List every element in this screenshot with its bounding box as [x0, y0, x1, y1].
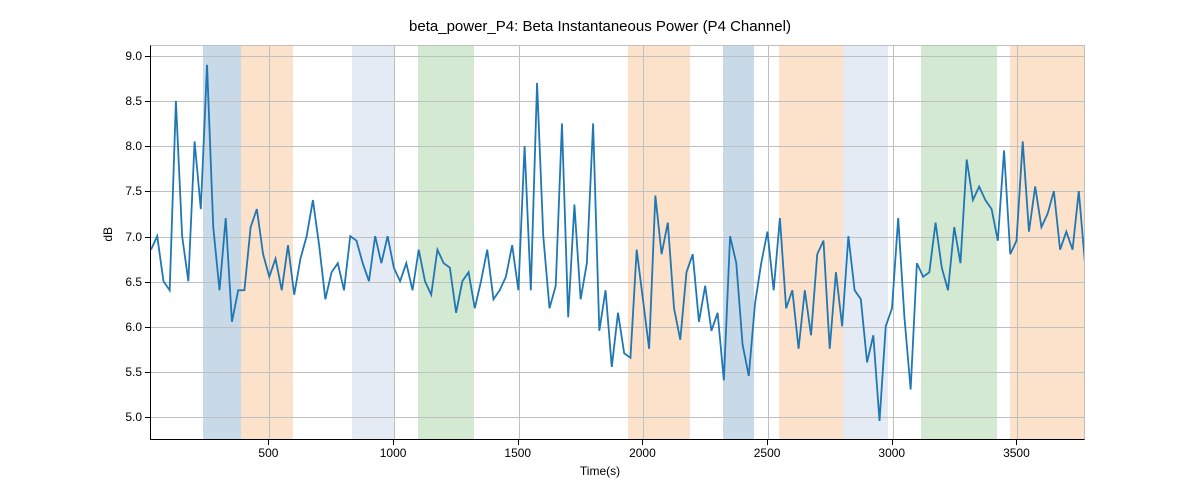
x-tick-label: 1500 — [504, 446, 531, 460]
y-tick-label: 7.0 — [92, 230, 142, 244]
x-tick-mark — [518, 440, 519, 445]
y-tick-mark — [145, 417, 150, 418]
y-tick-mark — [145, 282, 150, 283]
x-tick-mark — [767, 440, 768, 445]
x-tick-label: 3000 — [878, 446, 905, 460]
y-tick-mark — [145, 56, 150, 57]
plot-area — [150, 45, 1085, 440]
y-tick-label: 5.5 — [92, 365, 142, 379]
y-tick-label: 7.5 — [92, 184, 142, 198]
x-tick-mark — [642, 440, 643, 445]
line-layer — [151, 45, 1085, 439]
x-tick-mark — [393, 440, 394, 445]
x-tick-label: 2500 — [754, 446, 781, 460]
x-tick-mark — [892, 440, 893, 445]
y-tick-mark — [145, 146, 150, 147]
y-tick-mark — [145, 237, 150, 238]
y-tick-mark — [145, 191, 150, 192]
y-tick-label: 6.5 — [92, 275, 142, 289]
y-tick-label: 5.0 — [92, 410, 142, 424]
y-tick-mark — [145, 372, 150, 373]
y-tick-mark — [145, 101, 150, 102]
y-tick-label: 8.0 — [92, 139, 142, 153]
x-axis-label: Time(s) — [0, 464, 1200, 478]
x-tick-label: 2000 — [629, 446, 656, 460]
chart-container: beta_power_P4: Beta Instantaneous Power … — [0, 0, 1200, 500]
y-tick-label: 6.0 — [92, 320, 142, 334]
x-tick-mark — [1016, 440, 1017, 445]
x-tick-mark — [268, 440, 269, 445]
x-tick-label: 1000 — [380, 446, 407, 460]
x-tick-label: 500 — [258, 446, 278, 460]
y-tick-label: 9.0 — [92, 49, 142, 63]
y-tick-mark — [145, 327, 150, 328]
y-tick-label: 8.5 — [92, 94, 142, 108]
chart-title: beta_power_P4: Beta Instantaneous Power … — [0, 18, 1200, 35]
data-line — [151, 65, 1085, 421]
x-tick-label: 3500 — [1003, 446, 1030, 460]
